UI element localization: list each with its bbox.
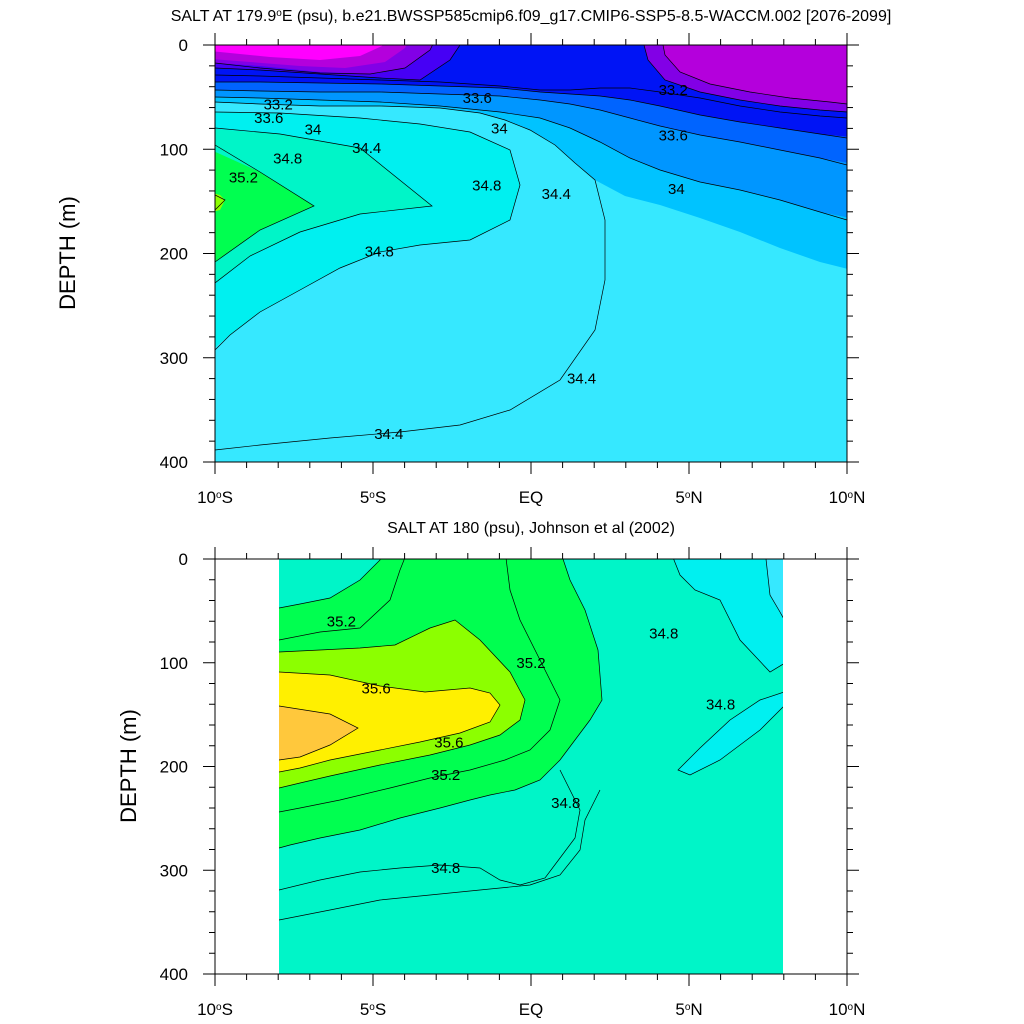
bottom-contour-labels: 35.2 35.6 35.2 35.6 35.2 34.8 34.8 34.8 34.8 [327, 613, 735, 877]
contour-label: 34.4 [374, 426, 403, 443]
chart-top: SALT AT 179.9oE (psu), b.e21.BWSSP585cmi… [55, 8, 891, 508]
x-tick-label: 10oS [197, 1000, 233, 1019]
x-tick-label: 5oN [675, 1000, 702, 1019]
contour-label: 34.8 [273, 151, 302, 168]
contour-label: 34.8 [551, 795, 580, 812]
x-tick-label: 5oN [675, 488, 702, 507]
band-35.2 [215, 151, 314, 262]
contour-label: 35.2 [431, 767, 460, 784]
contour-label: 35.6 [434, 735, 463, 752]
bottom-contour-lines [279, 559, 783, 921]
contour-label: 34.8 [472, 178, 501, 195]
band-34.4 [766, 559, 783, 618]
contour-label: 33.2 [264, 96, 293, 113]
contour-label: 34.4 [542, 186, 571, 203]
y-tick-label: 200 [160, 245, 188, 264]
y-tick-label: 100 [160, 140, 188, 159]
y-tick-label: 100 [160, 654, 188, 673]
x-tick-label: 10oN [829, 1000, 866, 1019]
x-tick-label: EQ [519, 1000, 544, 1019]
band-35.8 [279, 672, 500, 772]
top-contour-fill [215, 45, 847, 462]
band-32.6-east [715, 45, 847, 80]
y-tick-label: 200 [160, 758, 188, 777]
x-tick-label: 10oS [197, 488, 233, 507]
contour-label: 33.6 [659, 128, 688, 145]
x-tick-label: 10oN [829, 488, 866, 507]
contour-label: 35.2 [516, 655, 545, 672]
band-32.6 [215, 45, 383, 60]
contour-label: 33.6 [254, 110, 283, 127]
y-tick-label: 400 [160, 453, 188, 472]
band-35.0 [215, 129, 432, 283]
band-35.2-deep [279, 755, 515, 836]
contour-label: 34.4 [567, 371, 596, 388]
contour-label: 34 [491, 120, 508, 137]
contour-label: 35.2 [327, 613, 356, 630]
top-title: SALT AT 179.9oE (psu), b.e21.BWSSP585cmi… [171, 8, 892, 26]
x-tick-label: EQ [519, 488, 544, 507]
x-tick-label: 5oS [360, 488, 386, 507]
bottom-ticks: 0 100 200 300 400 10oS 5oS EQ 5oN 10oN [160, 547, 866, 1019]
top-ylabel: DEPTH (m) [55, 196, 80, 310]
contour-label: 34.8 [365, 243, 394, 260]
contour-label: 34 [305, 121, 322, 138]
y-tick-label: 0 [179, 550, 188, 569]
contour-label: 34.8 [706, 696, 735, 713]
contour-label: 33.2 [659, 82, 688, 99]
top-ticks: 0 100 200 300 400 10oS 5oS EQ 5oN 10oN [160, 33, 866, 507]
bottom-contour-fill [279, 559, 783, 974]
x-tick-label: 5oS [360, 1000, 386, 1019]
top-contour-lines [215, 45, 847, 451]
y-tick-label: 300 [160, 861, 188, 880]
y-tick-label: 300 [160, 349, 188, 368]
bottom-ylabel: DEPTH (m) [116, 709, 141, 823]
contour-label: 35.2 [229, 169, 258, 186]
band-34.6 [673, 559, 783, 775]
band-36.0 [279, 706, 358, 760]
contour-label: 34.8 [431, 860, 460, 877]
contour-label: 34.8 [649, 626, 678, 643]
y-tick-label: 0 [179, 36, 188, 55]
contour-label: 34 [668, 181, 685, 198]
contour-label: 33.6 [463, 90, 492, 107]
y-tick-label: 400 [160, 965, 188, 984]
band-35.4 [215, 193, 225, 212]
contour-label: 35.6 [362, 681, 391, 698]
contour-label: 34.4 [352, 140, 381, 157]
chart-bottom: SALT AT 180 (psu), Johnson et al (2002) [116, 520, 865, 1019]
bottom-title: SALT AT 180 (psu), Johnson et al (2002) [387, 520, 675, 537]
